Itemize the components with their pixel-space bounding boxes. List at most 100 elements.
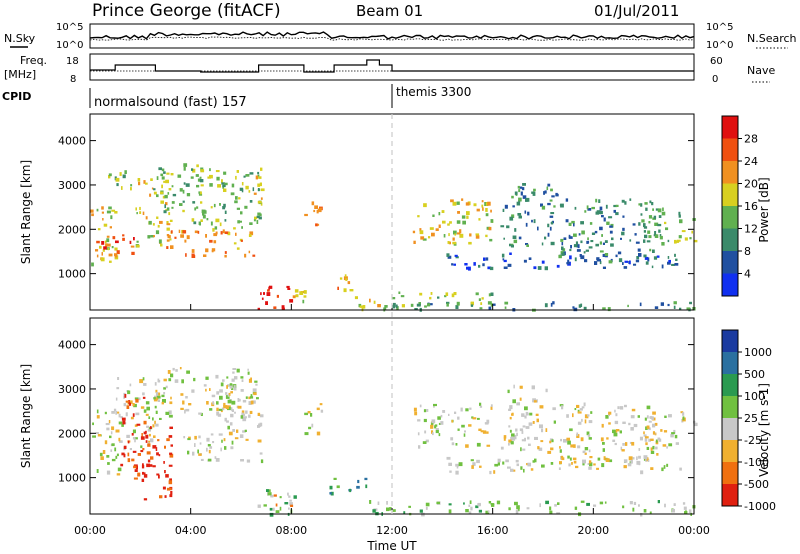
scatter-cell xyxy=(231,183,235,188)
scatter-cell xyxy=(135,398,139,403)
colorbar-swatch xyxy=(722,484,738,506)
scatter-cell xyxy=(281,307,285,311)
scatter-cell xyxy=(608,260,613,264)
scatter-cell xyxy=(149,193,152,197)
scatter-cell xyxy=(600,437,604,442)
scatter-cell xyxy=(419,509,423,513)
scatter-cell xyxy=(110,431,113,435)
scatter-cell xyxy=(191,253,195,257)
scatter-cell xyxy=(655,208,659,211)
scatter-cell xyxy=(279,506,282,511)
scatter-cell xyxy=(577,421,582,425)
scatter-cell xyxy=(657,437,661,441)
scatter-cell xyxy=(91,213,94,217)
scatter-cell xyxy=(522,195,527,199)
scatter-cell xyxy=(599,250,604,253)
scatter-cell xyxy=(591,206,595,210)
scatter-cell xyxy=(660,429,663,432)
scatter-cell xyxy=(134,438,136,443)
scatter-cell xyxy=(464,263,468,266)
scatter-cell xyxy=(537,226,539,231)
scatter-cell xyxy=(419,404,422,408)
scatter-cell xyxy=(244,429,247,432)
scatter-cell xyxy=(565,198,569,202)
scatter-cell xyxy=(182,209,185,213)
scatter-cell xyxy=(470,459,474,462)
scatter-cell xyxy=(240,211,243,215)
scatter-cell xyxy=(508,443,510,446)
scatter-cell xyxy=(111,458,116,462)
scatter-cell xyxy=(152,223,155,226)
scatter-cell xyxy=(606,437,609,440)
scatter-cell xyxy=(129,240,132,244)
scatter-cell xyxy=(504,306,507,309)
scatter-cell xyxy=(202,213,205,216)
scatter-cell xyxy=(617,406,620,410)
colorbar-swatch xyxy=(722,418,738,440)
scatter-cell xyxy=(281,305,285,309)
scatter-cell xyxy=(577,244,580,249)
scatter-cell xyxy=(612,439,616,442)
scatter-cell xyxy=(648,221,651,224)
scatter-cell xyxy=(526,507,530,510)
scatter-cell xyxy=(223,405,228,409)
scatter-cell xyxy=(519,428,524,432)
scatter-cell xyxy=(516,463,519,467)
scatter-cell xyxy=(236,207,240,210)
scatter-cell xyxy=(478,218,481,221)
scatter-cell xyxy=(629,198,632,201)
scatter-cell xyxy=(97,434,102,437)
scatter-cell xyxy=(671,432,675,435)
scatter-cell xyxy=(293,495,297,499)
scatter-cell xyxy=(660,302,664,306)
scatter-cell xyxy=(613,204,618,208)
scatter-cell xyxy=(574,257,577,262)
scatter-cell xyxy=(419,228,422,232)
scatter-cell xyxy=(152,445,157,449)
scatter-cell xyxy=(213,240,217,244)
scatter-cell xyxy=(245,185,249,190)
scatter-cell xyxy=(549,440,552,444)
scatter-cell xyxy=(569,255,572,260)
scatter-cell xyxy=(142,377,145,381)
scatter-cell xyxy=(148,433,151,437)
scatter-cell xyxy=(480,430,484,433)
scatter-cell xyxy=(602,448,605,452)
scatter-cell xyxy=(534,458,537,463)
scatter-cell xyxy=(680,411,684,414)
scatter-cell xyxy=(231,409,234,412)
scatter-cell xyxy=(684,237,688,241)
scatter-cell xyxy=(595,243,599,247)
scatter-cell xyxy=(345,278,348,281)
scatter-cell xyxy=(194,443,196,447)
scatter-cell xyxy=(639,302,642,307)
scatter-cell xyxy=(115,455,118,459)
scatter-cell xyxy=(655,439,658,443)
scatter-cell xyxy=(92,422,94,426)
scatter-cell xyxy=(121,417,126,421)
scatter-cell xyxy=(483,257,486,261)
scatter-cell xyxy=(602,442,605,445)
scatter-cell xyxy=(102,218,104,221)
scatter-cell xyxy=(636,256,640,260)
scatter-cell xyxy=(423,203,427,208)
scatter-cell xyxy=(493,470,496,474)
scatter-cell xyxy=(223,188,227,192)
scatter-cell xyxy=(242,430,246,433)
scatter-cell xyxy=(476,459,480,464)
scatter-cell xyxy=(586,205,589,210)
scatter-cell xyxy=(668,414,672,418)
scatter-cell xyxy=(661,264,664,269)
scatter-cell xyxy=(149,426,152,429)
colorbar-tick-label: 4 xyxy=(744,268,751,281)
scatter-cell xyxy=(223,182,228,186)
scatter-cell xyxy=(671,263,675,266)
scatter-cell xyxy=(201,209,204,214)
scatter-cell xyxy=(590,240,594,243)
scatter-cell xyxy=(256,397,259,400)
scatter-cell xyxy=(451,442,455,446)
scatter-cell xyxy=(153,235,155,238)
scatter-cell xyxy=(663,465,666,469)
scatter-cell xyxy=(615,204,619,207)
scatter-cell xyxy=(157,439,160,442)
